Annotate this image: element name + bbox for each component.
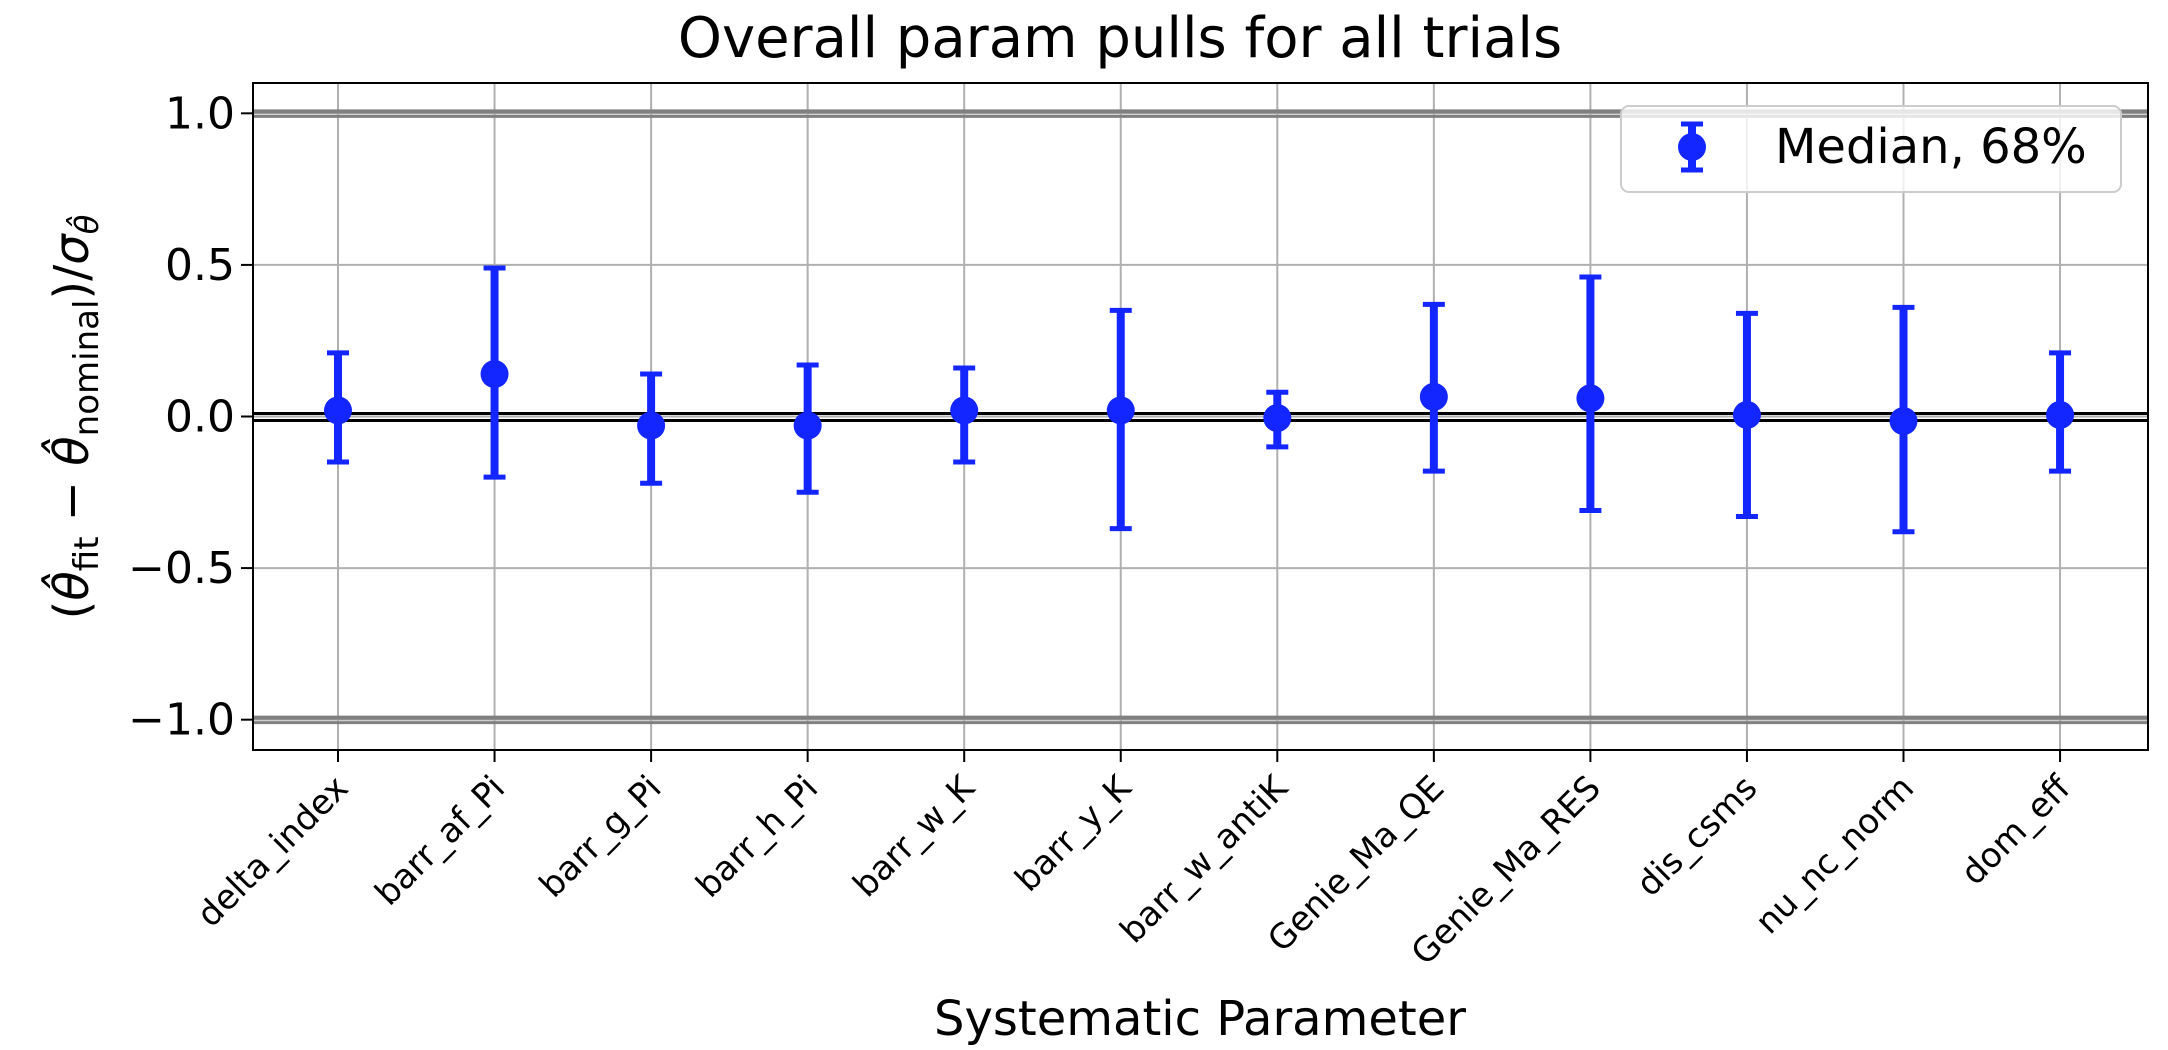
x-tick-label: barr_g_Pi bbox=[532, 768, 670, 906]
x-tick-label: dom_eff bbox=[1953, 767, 2079, 893]
median-points bbox=[324, 360, 2075, 440]
y-label-theta-2: θ̂ bbox=[40, 436, 100, 465]
y-label-nominal-sub: nominal bbox=[67, 300, 107, 437]
y-label-theta: θ̂ bbox=[40, 571, 100, 600]
legend-box bbox=[1620, 105, 2122, 193]
y-axis-label: (θ̂fit − θ̂nominal)/σθ̂ bbox=[40, 215, 107, 620]
median-point bbox=[2046, 400, 2075, 429]
y-label-fit-sub: fit bbox=[67, 536, 107, 571]
median-point bbox=[950, 396, 979, 425]
x-tick-label: barr_af_Pi bbox=[367, 768, 513, 914]
median-point bbox=[1889, 407, 1918, 436]
y-label-sigma: σ bbox=[44, 233, 100, 265]
x-axis-label: Systematic Parameter bbox=[934, 991, 1466, 1047]
median-point bbox=[793, 411, 822, 440]
x-tick-label: barr_h_Pi bbox=[688, 768, 826, 906]
median-point bbox=[637, 411, 666, 440]
legend-marker bbox=[1678, 133, 1706, 161]
x-ticks: delta_index barr_af_Pi barr_g_Pi barr_h_Pi b… bbox=[189, 750, 2080, 973]
y-label-open: ( bbox=[44, 601, 100, 620]
y-tick-label: −0.5 bbox=[128, 543, 235, 594]
y-label-close: )/ bbox=[44, 264, 100, 300]
chart-title: Overall param pulls for all trials bbox=[678, 6, 1562, 71]
y-label-minus: − bbox=[44, 466, 100, 537]
median-point bbox=[480, 360, 509, 389]
x-tick-label: nu_nc_norm bbox=[1748, 768, 1922, 942]
y-tick-label: 0.5 bbox=[165, 240, 235, 291]
error-bars bbox=[327, 265, 2072, 535]
x-tick-label: dis_csms bbox=[1629, 768, 1765, 904]
median-point bbox=[1732, 400, 1761, 429]
x-tick-label: barr_y_K bbox=[1007, 767, 1140, 900]
y-tick-label: 1.0 bbox=[165, 88, 235, 139]
y-tick-label: −1.0 bbox=[128, 695, 235, 746]
legend: Median, 68% bbox=[1620, 105, 2122, 193]
median-point bbox=[1576, 384, 1605, 413]
median-point bbox=[324, 396, 352, 425]
median-point bbox=[1419, 382, 1448, 411]
y-label-sigma-sub: θ̂ bbox=[66, 215, 106, 235]
y-ticks: 1.0 0.5 0.0 −0.5 −1.0 bbox=[128, 88, 253, 746]
median-point bbox=[1106, 396, 1135, 425]
y-tick-label: 0.0 bbox=[165, 392, 235, 443]
x-tick-label: barr_w_K bbox=[845, 767, 983, 905]
median-point bbox=[1263, 404, 1292, 433]
x-tick-label: delta_index bbox=[189, 768, 356, 935]
legend-label: Median, 68% bbox=[1775, 119, 2087, 175]
